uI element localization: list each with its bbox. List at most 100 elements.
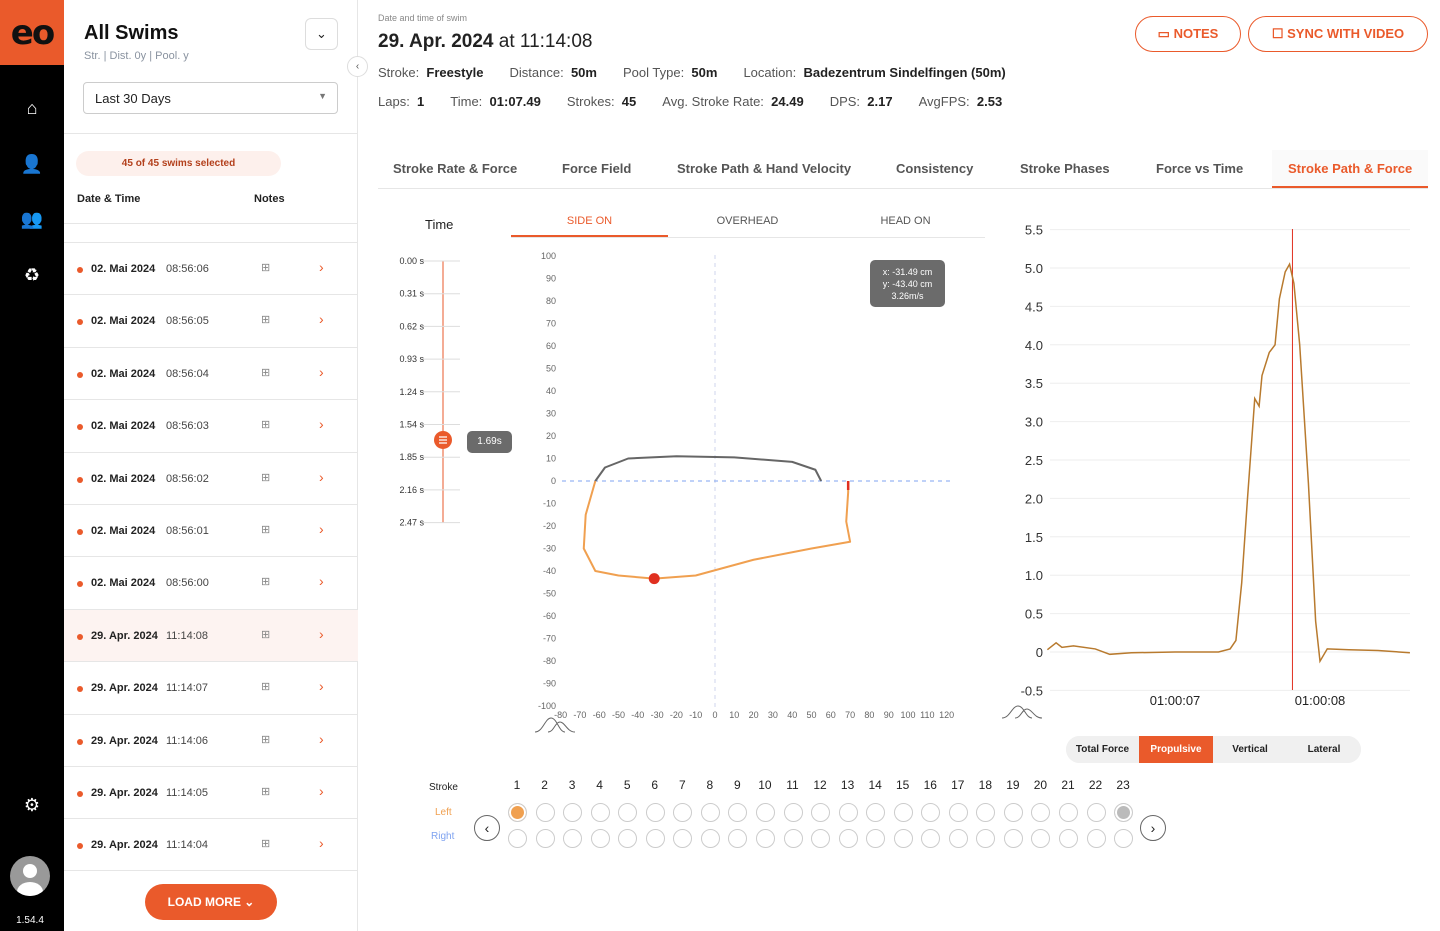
force-mode-option[interactable]: Total Force — [1066, 736, 1139, 763]
swim-row[interactable]: 02. Mai 2024 08:56:04 ⊞ › — [64, 346, 358, 399]
left-stroke-toggle[interactable] — [866, 803, 886, 822]
right-stroke-toggle[interactable] — [976, 829, 996, 848]
left-stroke-toggle[interactable] — [535, 803, 555, 822]
right-stroke-toggle[interactable] — [728, 829, 748, 848]
chevron-right-icon[interactable]: › — [319, 521, 324, 537]
chevron-right-icon[interactable]: › — [319, 730, 324, 747]
swim-row[interactable]: 29. Apr. 2024 11:14:08 ⊞ › — [64, 608, 358, 661]
left-stroke-toggle[interactable] — [921, 803, 941, 822]
left-stroke-toggle[interactable] — [838, 803, 858, 822]
right-stroke-toggle[interactable] — [590, 829, 610, 848]
add-note-icon[interactable]: ⊞ — [261, 366, 271, 379]
swim-row[interactable]: 29. Apr. 2024 11:14:05 ⊞ › — [64, 766, 358, 818]
left-stroke-toggle[interactable] — [1031, 803, 1051, 822]
right-stroke-toggle[interactable] — [673, 829, 693, 848]
left-stroke-toggle[interactable] — [590, 803, 610, 822]
force-mode-option[interactable]: Lateral — [1287, 736, 1361, 763]
tab[interactable]: Force Field — [562, 161, 632, 176]
right-stroke-toggle[interactable] — [921, 829, 941, 848]
right-stroke-toggle[interactable] — [645, 829, 665, 848]
column-header-notes[interactable]: Notes — [254, 193, 285, 205]
left-stroke-toggle[interactable] — [1114, 803, 1134, 822]
tab[interactable]: Consistency — [896, 161, 974, 176]
left-stroke-toggle[interactable] — [1003, 803, 1023, 822]
swim-row[interactable]: 02. Mai 2024 08:56:00 ⊞ › — [64, 556, 358, 608]
swim-row[interactable]: 02. Mai 2024 08:56:02 ⊞ › — [64, 451, 358, 504]
logo[interactable]: eo — [0, 0, 64, 65]
team-icon[interactable]: 👥 — [20, 209, 44, 229]
left-stroke-toggle[interactable] — [618, 803, 638, 822]
left-stroke-toggle[interactable] — [783, 803, 803, 822]
next-strokes-button[interactable]: › — [1140, 815, 1166, 841]
chevron-right-icon[interactable]: › — [319, 835, 324, 852]
left-stroke-toggle[interactable] — [563, 803, 583, 822]
right-stroke-toggle[interactable] — [1114, 829, 1134, 848]
right-stroke-toggle[interactable] — [838, 829, 858, 848]
right-stroke-toggle[interactable] — [618, 829, 638, 848]
left-stroke-toggle[interactable] — [976, 803, 996, 822]
time-slider[interactable]: 0.00 s 0.31 s 0.62 s 0.93 s 1.24 s 1.54 s 1.85… — [380, 240, 520, 540]
left-stroke-toggle[interactable] — [1086, 803, 1106, 822]
user-settings-icon[interactable]: 👤 — [20, 154, 44, 174]
right-stroke-toggle[interactable] — [700, 829, 720, 848]
left-stroke-toggle[interactable] — [893, 803, 913, 822]
settings-icon[interactable]: ⚙ — [23, 795, 41, 815]
tab[interactable]: Stroke Path & Force — [1288, 161, 1413, 176]
left-stroke-toggle[interactable] — [948, 803, 968, 822]
view-tab[interactable]: SIDE ON — [566, 215, 613, 227]
swim-row[interactable]: 02. Mai 2024 08:56:03 ⊞ › — [64, 399, 358, 451]
add-note-icon[interactable]: ⊞ — [261, 576, 271, 589]
add-note-icon[interactable]: ⊞ — [261, 314, 271, 327]
left-stroke-toggle[interactable] — [700, 803, 720, 822]
view-tab[interactable]: HEAD ON — [880, 215, 931, 227]
left-stroke-toggle[interactable] — [673, 803, 693, 822]
right-stroke-toggle[interactable] — [1031, 829, 1051, 848]
add-note-icon[interactable]: ⊞ — [261, 628, 271, 641]
left-stroke-toggle[interactable] — [645, 803, 665, 822]
swim-row[interactable]: 02. Mai 2024 08:56:06 ⊞ › — [64, 242, 358, 294]
collapse-panel-button[interactable]: ‹ — [347, 56, 368, 77]
tab[interactable]: Force vs Time — [1156, 161, 1244, 176]
force-mode-option[interactable]: Propulsive — [1139, 736, 1213, 763]
right-stroke-toggle[interactable] — [755, 829, 775, 848]
home-icon[interactable]: ⌂ — [26, 98, 38, 118]
add-note-icon[interactable]: ⊞ — [261, 524, 271, 536]
column-header-date[interactable]: Date & Time — [77, 193, 141, 205]
right-stroke-toggle[interactable] — [535, 829, 555, 848]
left-stroke-toggle[interactable] — [508, 803, 527, 822]
add-note-icon[interactable]: ⊞ — [261, 681, 271, 694]
add-note-icon[interactable]: ⊞ — [261, 419, 271, 432]
force-mode-option[interactable]: Vertical — [1213, 736, 1287, 763]
right-stroke-toggle[interactable] — [893, 829, 913, 848]
chevron-right-icon[interactable]: › — [319, 783, 324, 799]
chevron-right-icon[interactable]: › — [319, 678, 324, 695]
left-stroke-toggle[interactable] — [811, 803, 831, 822]
right-stroke-toggle[interactable] — [1086, 829, 1106, 848]
chevron-right-icon[interactable]: › — [319, 259, 324, 275]
right-stroke-toggle[interactable] — [948, 829, 968, 848]
view-tab[interactable]: OVERHEAD — [716, 215, 779, 227]
left-stroke-toggle[interactable] — [1059, 803, 1078, 822]
right-stroke-toggle[interactable] — [1059, 829, 1078, 848]
swim-row[interactable]: 02. Mai 2024 08:56:01 ⊞ › — [64, 504, 358, 556]
right-stroke-toggle[interactable] — [783, 829, 803, 848]
swim-row[interactable]: 29. Apr. 2024 11:14:04 ⊞ › — [64, 818, 358, 870]
right-stroke-toggle[interactable] — [563, 829, 583, 848]
recycle-icon[interactable]: ♻ — [23, 265, 41, 285]
chevron-right-icon[interactable]: › — [319, 416, 324, 433]
chevron-right-icon[interactable]: › — [319, 311, 324, 328]
expand-filters-button[interactable]: ⌄ — [305, 18, 338, 50]
add-note-icon[interactable]: ⊞ — [261, 733, 271, 746]
right-stroke-toggle[interactable] — [866, 829, 886, 848]
date-range-select[interactable]: Last 30 Days ▼ — [83, 82, 338, 114]
avatar[interactable] — [10, 856, 50, 896]
sync-video-button[interactable]: ☐ SYNC WITH VIDEO — [1248, 16, 1428, 52]
swim-row[interactable]: 02. Mai 2024 08:56:05 ⊞ › — [64, 294, 358, 346]
prev-strokes-button[interactable]: ‹ — [474, 815, 500, 841]
swim-row[interactable]: 29. Apr. 2024 11:14:06 ⊞ › — [64, 713, 358, 766]
add-note-icon[interactable]: ⊞ — [261, 471, 271, 484]
chevron-right-icon[interactable]: › — [319, 468, 324, 485]
notes-button[interactable]: ▭ NOTES — [1135, 16, 1241, 52]
chevron-right-icon[interactable]: › — [319, 625, 324, 642]
tab[interactable]: Stroke Path & Hand Velocity — [677, 161, 852, 176]
